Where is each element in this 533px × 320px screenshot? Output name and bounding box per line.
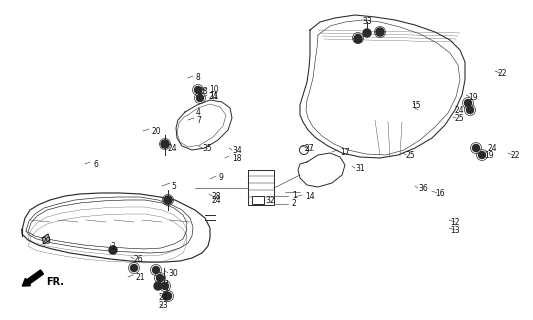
Text: 29: 29: [41, 236, 51, 245]
Text: 2: 2: [292, 198, 297, 207]
Text: 35: 35: [202, 143, 212, 153]
Text: 8: 8: [196, 73, 201, 82]
Text: 10: 10: [209, 84, 219, 93]
Text: 34: 34: [232, 146, 242, 155]
Text: 19: 19: [484, 150, 494, 159]
Text: 24: 24: [212, 196, 222, 204]
Text: 16: 16: [435, 188, 445, 197]
Circle shape: [154, 282, 162, 290]
Text: 30: 30: [168, 268, 177, 277]
Text: 27: 27: [305, 143, 314, 153]
Circle shape: [376, 28, 384, 36]
Text: 31: 31: [355, 164, 365, 172]
Circle shape: [164, 196, 172, 204]
Circle shape: [472, 145, 480, 151]
Text: 32: 32: [265, 196, 274, 204]
Circle shape: [376, 28, 384, 36]
Text: 24: 24: [488, 143, 498, 153]
Text: 20: 20: [152, 126, 161, 135]
Text: 5: 5: [171, 181, 176, 190]
Circle shape: [163, 292, 171, 300]
Circle shape: [131, 265, 138, 271]
Text: 24: 24: [209, 92, 219, 100]
Text: 1: 1: [292, 190, 297, 199]
Text: 25: 25: [455, 114, 465, 123]
Text: 9: 9: [219, 172, 224, 181]
Text: 17: 17: [340, 148, 350, 156]
Circle shape: [195, 86, 201, 93]
Text: 15: 15: [411, 100, 421, 109]
Text: FR.: FR.: [46, 277, 64, 287]
Text: 28: 28: [199, 86, 208, 95]
Text: 13: 13: [450, 226, 460, 235]
Text: 18: 18: [232, 154, 241, 163]
Circle shape: [161, 140, 168, 148]
Polygon shape: [42, 234, 50, 244]
Text: 22: 22: [498, 68, 507, 77]
Bar: [252, 196, 264, 204]
Text: 21: 21: [136, 273, 146, 282]
Circle shape: [152, 267, 159, 274]
Text: 25: 25: [406, 150, 416, 159]
Circle shape: [466, 107, 473, 114]
Circle shape: [161, 283, 168, 290]
FancyArrow shape: [22, 270, 44, 286]
Circle shape: [354, 35, 361, 42]
Text: 3: 3: [110, 242, 116, 251]
Text: 24: 24: [158, 292, 168, 301]
Text: 11: 11: [209, 92, 219, 100]
Text: 22: 22: [511, 150, 521, 159]
Circle shape: [479, 151, 486, 158]
Circle shape: [109, 246, 117, 254]
Text: 14: 14: [305, 191, 314, 201]
Circle shape: [157, 275, 164, 282]
Text: 24: 24: [455, 106, 465, 115]
Text: 6: 6: [93, 159, 98, 169]
Circle shape: [165, 292, 172, 300]
Circle shape: [197, 94, 204, 101]
Text: 33: 33: [362, 17, 372, 26]
Text: 23: 23: [158, 301, 168, 310]
Circle shape: [354, 35, 362, 43]
Circle shape: [165, 196, 172, 204]
Circle shape: [363, 29, 371, 37]
Text: 26: 26: [134, 254, 143, 263]
Text: 36: 36: [418, 183, 428, 193]
Text: 24: 24: [168, 143, 177, 153]
Text: 4: 4: [196, 108, 201, 116]
Circle shape: [464, 100, 472, 107]
Text: 12: 12: [450, 218, 460, 227]
Text: 7: 7: [196, 116, 201, 124]
Circle shape: [161, 140, 169, 148]
Text: 19: 19: [468, 92, 478, 101]
Text: 28: 28: [212, 191, 222, 201]
